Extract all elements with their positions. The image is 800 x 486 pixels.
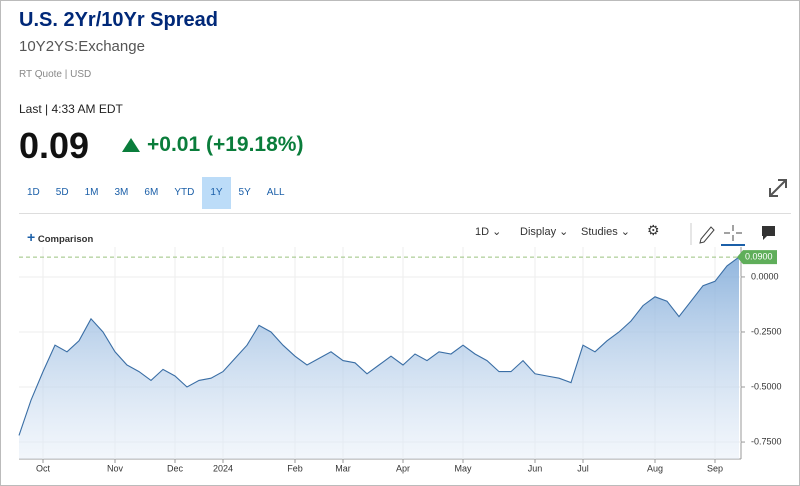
y-tick-label: -0.5000	[751, 381, 782, 391]
x-tick-label: Apr	[396, 463, 410, 473]
x-tick-label: Mar	[335, 463, 351, 473]
divider	[19, 213, 791, 214]
range-button[interactable]: 6M	[144, 187, 159, 198]
x-tick-label: Feb	[287, 463, 303, 473]
range-button[interactable]: 5D	[55, 187, 69, 198]
range-button[interactable]: 1Y	[202, 177, 231, 209]
last-value-tag	[737, 250, 777, 265]
x-tick-label: Dec	[167, 463, 184, 473]
settings-icon[interactable]: ⚙	[647, 222, 660, 238]
range-button[interactable]: 1D	[27, 187, 40, 198]
display-label: Display	[520, 226, 557, 238]
range-selector: 1D 5D 1M 3M 6M YTD 1Y 5Y ALL	[19, 177, 293, 209]
interval-label: 1D	[475, 226, 490, 238]
comparison-label: Comparison	[37, 234, 94, 245]
x-tick-label: Nov	[107, 463, 124, 473]
comment-icon[interactable]	[762, 226, 775, 240]
last-value-label: 0.0900	[745, 252, 773, 262]
y-tick-label: -0.7500	[751, 436, 782, 446]
quote-info: RT Quote | USD	[19, 69, 92, 80]
range-button[interactable]: 1M	[84, 187, 99, 198]
draw-icon[interactable]	[699, 226, 715, 244]
x-tick-label: Oct	[36, 463, 51, 473]
expand-icon[interactable]	[767, 177, 789, 199]
range-button[interactable]: YTD	[174, 187, 195, 198]
area-fill	[19, 257, 739, 459]
x-tick-label: May	[454, 463, 472, 473]
studies-label: Studies	[581, 226, 618, 238]
x-tick-label: Jun	[528, 463, 543, 473]
range-button[interactable]: 5Y	[238, 187, 251, 198]
title: U.S. 2Yr/10Yr Spread	[19, 9, 218, 31]
line	[18, 256, 740, 436]
studies-menu[interactable]: Studies ⌄	[581, 226, 630, 238]
y-tick-label: -0.2500	[751, 326, 782, 336]
symbol: 10Y2YS:Exchange	[19, 38, 145, 55]
comparison-button[interactable]: + Comparison	[27, 229, 94, 245]
interval-menu[interactable]: 1D ⌄	[475, 226, 502, 238]
price: 0.09	[19, 125, 90, 166]
crosshair-icon[interactable]	[724, 225, 742, 241]
x-tick-label: Sep	[707, 463, 723, 473]
change: +0.01 (+19.18%)	[147, 133, 304, 156]
tool-icons	[690, 223, 775, 246]
display-menu[interactable]: Display ⌄	[520, 226, 569, 238]
range-button[interactable]: ALL	[266, 187, 285, 198]
x-tick-label: Aug	[647, 463, 663, 473]
x-tick-label: Jul	[577, 463, 589, 473]
up-arrow	[122, 138, 140, 152]
y-tick-label: 0.0000	[751, 271, 779, 281]
range-button[interactable]: 3M	[114, 187, 129, 198]
last-time: Last | 4:33 AM EDT	[19, 102, 123, 116]
x-tick-label: 2024	[213, 463, 233, 473]
